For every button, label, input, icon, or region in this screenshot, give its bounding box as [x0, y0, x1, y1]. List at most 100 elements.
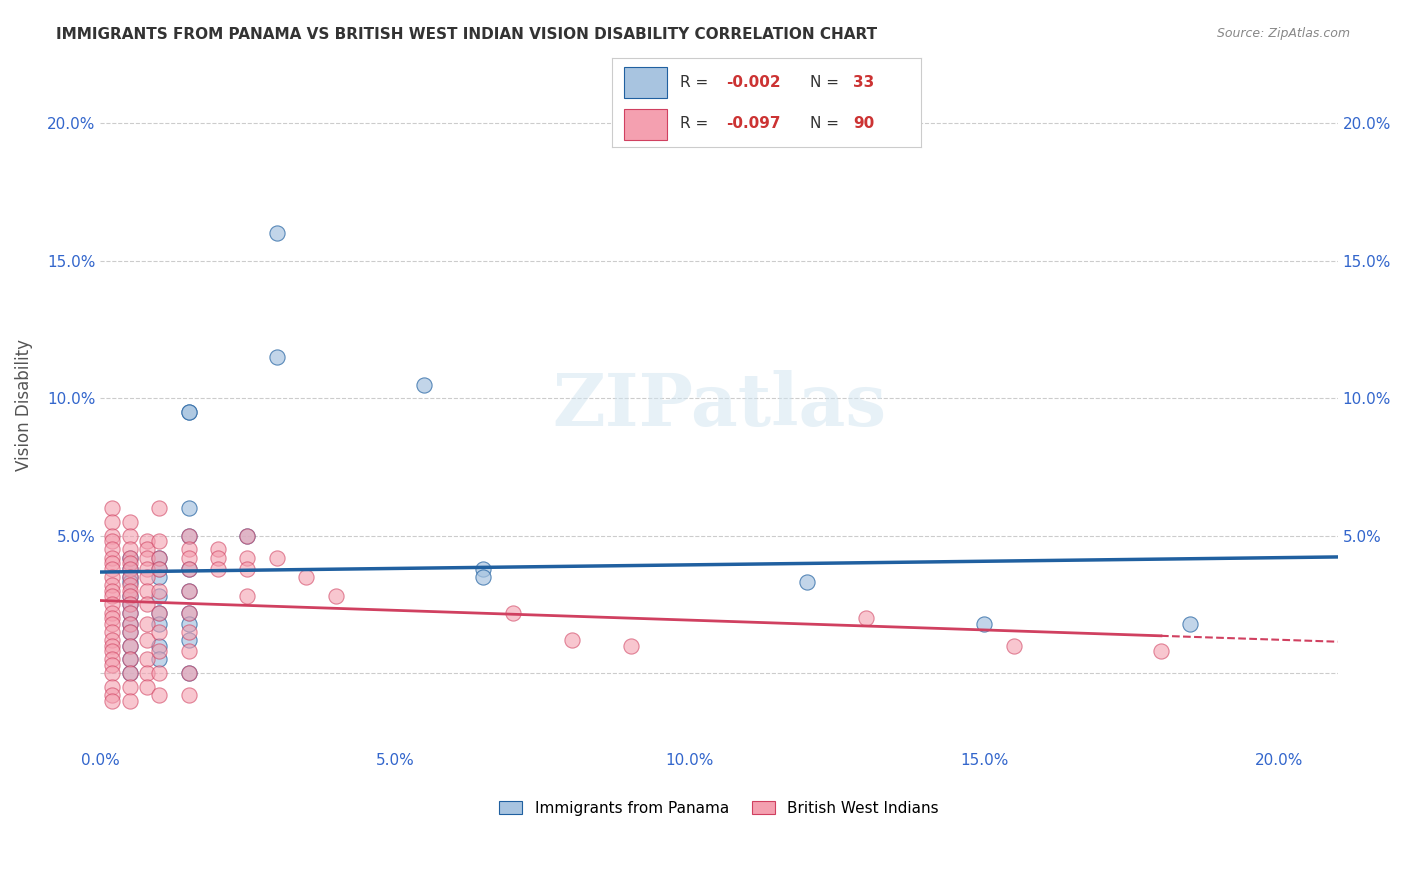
Text: 33: 33 [853, 75, 875, 89]
Point [148, 550, 170, 565]
Point [177, 562, 200, 576]
Point [472, 570, 495, 584]
Point [118, 639, 141, 653]
Point [177, 405, 200, 419]
Point [101, 529, 124, 543]
Point [118, 542, 141, 557]
Point [177, 644, 200, 658]
Point [177, 501, 200, 516]
Point [177, 550, 200, 565]
Point [413, 377, 436, 392]
Text: N =: N = [810, 116, 844, 130]
Point [118, 562, 141, 576]
Point [1150, 644, 1173, 658]
Point [148, 652, 170, 666]
Point [177, 606, 200, 620]
Point [118, 578, 141, 592]
Point [472, 562, 495, 576]
Point [177, 562, 200, 576]
Point [118, 550, 141, 565]
Point [148, 666, 170, 681]
Point [101, 501, 124, 516]
Point [207, 550, 229, 565]
Point [136, 616, 159, 631]
Point [101, 633, 124, 648]
Point [136, 542, 159, 557]
Point [207, 542, 229, 557]
Point [295, 570, 318, 584]
Point [177, 583, 200, 598]
Point [136, 550, 159, 565]
Text: -0.002: -0.002 [725, 75, 780, 89]
Point [136, 666, 159, 681]
Point [101, 589, 124, 603]
Point [148, 606, 170, 620]
Point [1180, 616, 1202, 631]
Point [177, 633, 200, 648]
Point [148, 562, 170, 576]
Point [118, 583, 141, 598]
Point [236, 589, 259, 603]
Point [177, 583, 200, 598]
Point [101, 616, 124, 631]
Point [1002, 639, 1025, 653]
Point [796, 575, 818, 590]
Point [101, 611, 124, 625]
FancyBboxPatch shape [624, 67, 668, 98]
Point [118, 666, 141, 681]
Point [118, 624, 141, 639]
Point [101, 583, 124, 598]
Point [118, 624, 141, 639]
Point [136, 562, 159, 576]
Point [118, 639, 141, 653]
Point [101, 570, 124, 584]
Text: -0.097: -0.097 [725, 116, 780, 130]
Point [101, 644, 124, 658]
Point [118, 693, 141, 707]
Point [101, 578, 124, 592]
Point [148, 644, 170, 658]
Point [101, 657, 124, 672]
Point [101, 624, 124, 639]
Point [148, 534, 170, 549]
Point [148, 583, 170, 598]
Point [177, 624, 200, 639]
Text: ZIPatlas: ZIPatlas [553, 369, 886, 441]
Point [207, 562, 229, 576]
Point [118, 652, 141, 666]
Text: R =: R = [679, 116, 713, 130]
Point [118, 616, 141, 631]
Point [118, 550, 141, 565]
Point [101, 550, 124, 565]
Point [148, 501, 170, 516]
Text: N =: N = [810, 75, 844, 89]
Point [148, 562, 170, 576]
Point [118, 606, 141, 620]
Point [148, 639, 170, 653]
Point [148, 606, 170, 620]
Point [101, 639, 124, 653]
Point [118, 529, 141, 543]
Point [177, 666, 200, 681]
Point [118, 606, 141, 620]
Y-axis label: Vision Disability: Vision Disability [15, 339, 32, 471]
Point [101, 688, 124, 702]
Point [101, 606, 124, 620]
Point [266, 227, 288, 241]
Point [118, 680, 141, 694]
Point [148, 624, 170, 639]
Point [177, 606, 200, 620]
Point [118, 589, 141, 603]
Point [502, 606, 524, 620]
Point [118, 556, 141, 570]
Point [101, 652, 124, 666]
FancyBboxPatch shape [624, 109, 668, 140]
Point [177, 616, 200, 631]
Point [118, 652, 141, 666]
Point [148, 589, 170, 603]
Point [101, 680, 124, 694]
Point [177, 688, 200, 702]
Point [136, 680, 159, 694]
Point [236, 550, 259, 565]
Point [177, 542, 200, 557]
